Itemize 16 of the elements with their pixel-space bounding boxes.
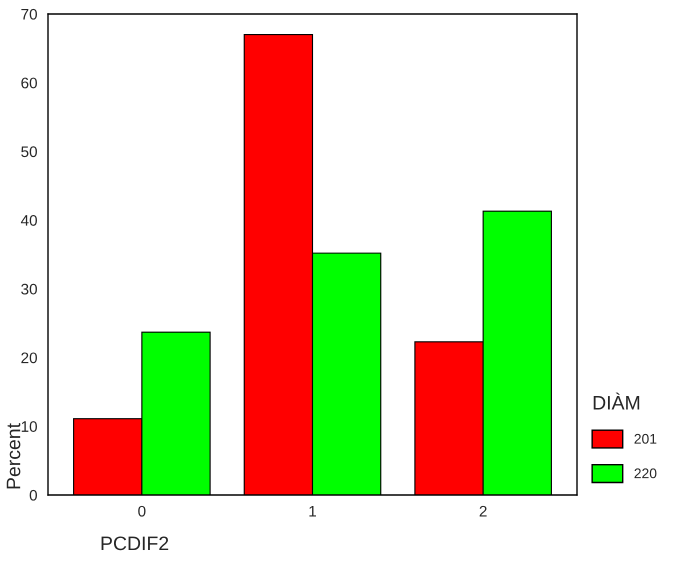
y-tick-label: 20 — [21, 352, 37, 364]
y-tick-label: 40 — [20, 215, 37, 226]
x-tick-label: 0 — [138, 506, 146, 517]
y-axis-title: Percent — [6, 423, 20, 488]
y-tick-label: 60 — [21, 78, 37, 88]
x-axis-title: PCDIF2 — [102, 536, 168, 550]
legend-label: 201 — [634, 434, 656, 444]
y-tick-label: 70 — [21, 8, 37, 20]
y-tick-label: 10 — [22, 421, 37, 432]
y-tick-label: 0 — [30, 490, 37, 501]
legend-label: 220 — [634, 468, 656, 478]
legend-title: DIÀM — [594, 392, 640, 410]
x-tick-label: 2 — [480, 506, 487, 516]
x-tick-label: 1 — [309, 506, 316, 516]
y-tick-label: 30 — [21, 284, 37, 295]
y-tick-label: 50 — [21, 146, 37, 158]
